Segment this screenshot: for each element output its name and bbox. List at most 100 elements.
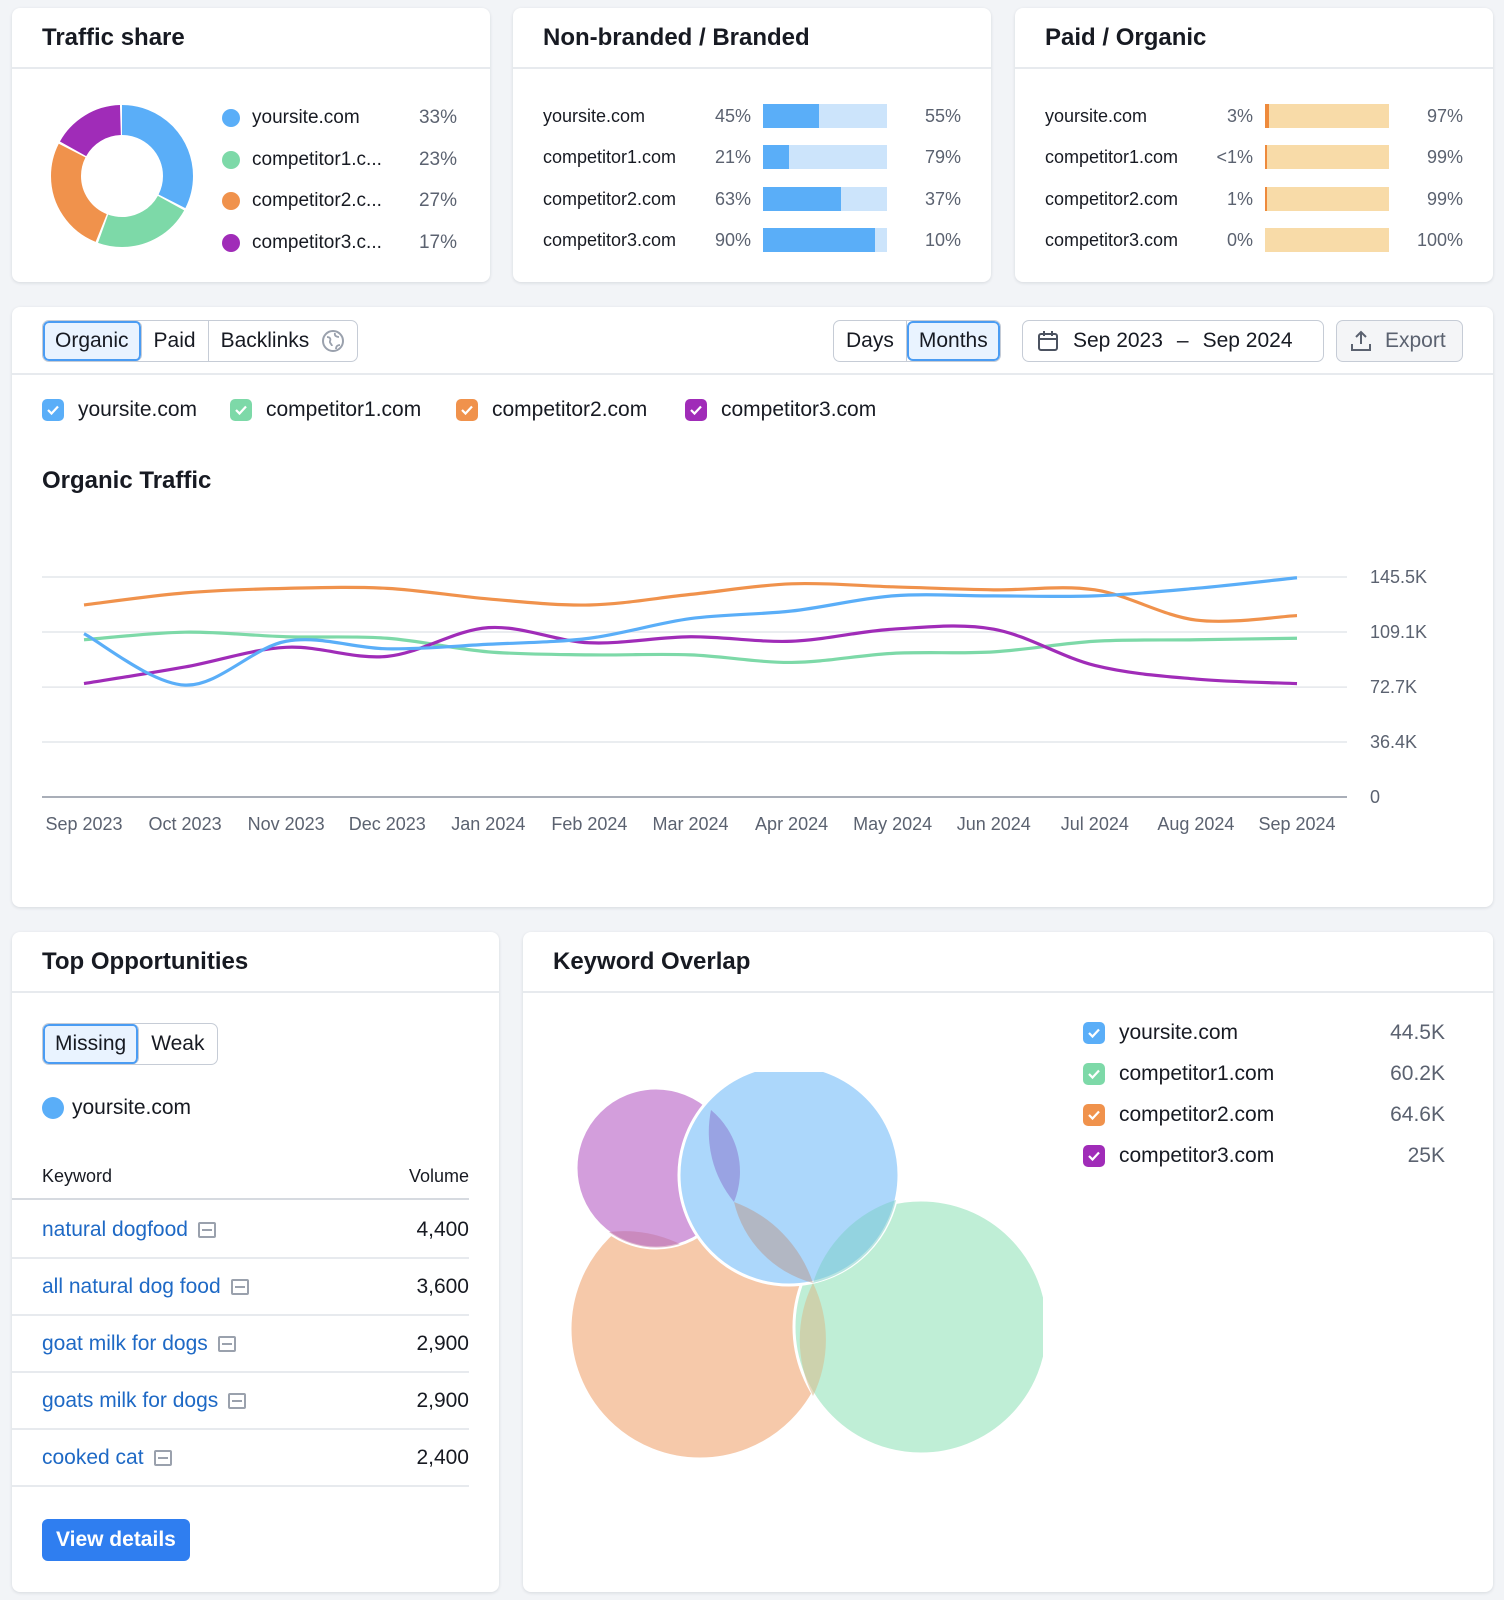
donut-slice-competitor1[interactable]: [51, 105, 193, 247]
branded-card: Non-branded / Branded yoursite.com 45% 5…: [513, 8, 991, 282]
branded-percent: 10%: [924, 229, 961, 250]
venn-overlap-competitor2-competitor1: [799, 1283, 826, 1396]
paid-organic-card: Paid / Organic yoursite.com 3% 97% compe…: [1015, 8, 1493, 282]
row-site: yoursite.com: [1045, 105, 1148, 126]
overlap-legend-item[interactable]: competitor1.com 60.2K: [1083, 1059, 1445, 1089]
paid-organic-title: Paid / Organic: [1015, 8, 1493, 69]
paid-bar-fill: [1265, 187, 1268, 211]
serp-features-icon[interactable]: [230, 1278, 249, 1295]
traffic-panel: Organic Paid Backlinks Days Months Sep 2…: [12, 307, 1493, 907]
overlap-legend-item[interactable]: competitor3.com 25K: [1083, 1141, 1445, 1171]
legend-dot: [222, 151, 240, 169]
nonbranded-percent: 21%: [714, 146, 751, 167]
overlap-count: 44.5K: [1390, 1021, 1445, 1044]
tab-paid[interactable]: Paid: [142, 321, 209, 361]
series-line-competitor2[interactable]: [83, 581, 1298, 623]
serp-features-icon[interactable]: [197, 1221, 216, 1238]
keyword-link[interactable]: goat milk for dogs: [42, 1331, 208, 1355]
traffic-share-legend-item[interactable]: competitor2.c... 27%: [222, 186, 457, 216]
legend-toggle-competitor2[interactable]: competitor2.com: [456, 398, 647, 422]
paid-organic-bar: [1265, 104, 1389, 128]
paid-bar-fill: [1265, 104, 1269, 128]
venn-diagram: [568, 1072, 1043, 1461]
organic-percent: 99%: [1426, 188, 1463, 209]
legend-toggle-yoursite[interactable]: yoursite.com: [42, 398, 197, 422]
row-site: competitor2.com: [1045, 188, 1179, 209]
traffic-share-legend-item[interactable]: competitor3.c... 17%: [222, 228, 457, 258]
overlap-legend-item[interactable]: competitor2.com 64.6K: [1083, 1100, 1445, 1130]
overlap-site: yoursite.com: [1119, 1021, 1239, 1044]
chart-title: Organic Traffic: [42, 467, 212, 494]
column-keyword: Keyword: [42, 1165, 113, 1186]
paid-organic-row: yoursite.com 3% 97%: [1045, 103, 1463, 129]
nonbranded-percent: 90%: [714, 229, 751, 250]
paid-percent: 0%: [1226, 229, 1253, 250]
period-months[interactable]: Months: [906, 321, 1000, 361]
view-details-button[interactable]: View details: [42, 1519, 190, 1561]
keyword-link[interactable]: all natural dog food: [42, 1274, 221, 1298]
export-button[interactable]: Export: [1336, 320, 1463, 362]
date-range-picker[interactable]: Sep 2023 – Sep 2024: [1022, 320, 1324, 362]
organic-percent: 100%: [1416, 229, 1463, 250]
serp-features-icon[interactable]: [228, 1392, 247, 1409]
keyword-volume: 3,600: [416, 1274, 469, 1298]
donut-slice-competitor2[interactable]: [51, 105, 193, 247]
calendar-icon: [1038, 331, 1058, 351]
traffic-share-title: Traffic share: [12, 8, 490, 69]
overlap-count: 64.6K: [1390, 1103, 1445, 1126]
branded-percent: 55%: [924, 105, 961, 126]
venn-overlap-competitor3-competitor2: [609, 1231, 680, 1248]
x-tick-label: Sep 2024: [1258, 814, 1335, 834]
paid-organic-bar: [1265, 228, 1389, 252]
keyword-volume: 2,400: [416, 1445, 469, 1469]
legend-site: competitor1.c...: [252, 149, 382, 170]
branded-row: competitor1.com 21% 79%: [543, 144, 961, 170]
branded-bar-fill: [763, 145, 790, 169]
table-row: goats milk for dogs 2,900: [12, 1373, 469, 1430]
table-row: cooked cat 2,400: [12, 1430, 469, 1487]
keyword-link[interactable]: cooked cat: [42, 1445, 144, 1469]
row-site: yoursite.com: [543, 105, 646, 126]
series-line-yoursite[interactable]: [83, 576, 1298, 687]
overlap-legend-item[interactable]: yoursite.com 44.5K: [1083, 1018, 1445, 1048]
keyword-volume: 2,900: [416, 1388, 469, 1412]
keyword-overlap-title: Keyword Overlap: [523, 932, 1493, 993]
row-site: competitor3.com: [543, 229, 677, 250]
organic-traffic-chart: 0 36.4K 72.7K 109.1K 145.5K Sep 2023 Oct 2023 N…: [42, 567, 1427, 834]
organic-percent: 99%: [1426, 146, 1463, 167]
top-opportunities-card: Top Opportunities Missing Weak yoursite.…: [12, 932, 499, 1592]
venn-overlap-yoursite-competitor2: [734, 1202, 813, 1283]
legend-dot: [222, 109, 240, 127]
checkbox-icon: [456, 399, 478, 421]
legend-toggle-competitor1[interactable]: competitor1.com: [230, 398, 421, 422]
traffic-share-legend-item[interactable]: competitor1.c... 23%: [222, 145, 457, 175]
paid-organic-bar: [1265, 187, 1389, 211]
series-line-competitor3[interactable]: [83, 624, 1298, 686]
legend-toggle-competitor3[interactable]: competitor3.com: [685, 398, 876, 422]
tab-weak[interactable]: Weak: [151, 1032, 205, 1055]
overlap-site: competitor1.com: [1119, 1062, 1275, 1085]
tab-missing[interactable]: Missing: [43, 1024, 140, 1064]
traffic-share-legend-item[interactable]: yoursite.com 33%: [222, 103, 457, 133]
keyword-link[interactable]: natural dogfood: [42, 1217, 188, 1241]
row-site: competitor1.com: [1045, 146, 1179, 167]
serp-features-icon[interactable]: [153, 1449, 172, 1466]
table-row: goat milk for dogs 2,900: [12, 1316, 469, 1373]
upload-icon: [1351, 330, 1371, 351]
period-days[interactable]: Days: [834, 321, 907, 361]
keyword-overlap-card: Keyword Overlap yoursite.com 44.5K compe…: [523, 932, 1493, 1592]
keyword-link[interactable]: goats milk for dogs: [42, 1388, 219, 1412]
donut-slice-yoursite[interactable]: [51, 105, 193, 247]
legend-label: yoursite.com: [78, 398, 198, 421]
tab-backlinks[interactable]: Backlinks: [209, 321, 358, 361]
paid-bar-fill: [1265, 145, 1268, 169]
row-site: competitor3.com: [1045, 229, 1179, 250]
legend-site: competitor2.c...: [252, 190, 382, 211]
x-tick-label: Mar 2024: [652, 814, 728, 834]
branded-bar: [763, 145, 887, 169]
serp-features-icon[interactable]: [217, 1335, 236, 1352]
tab-organic[interactable]: Organic: [43, 321, 142, 361]
tab-backlinks-label: Backlinks: [220, 329, 310, 352]
checkbox-icon: [1083, 1145, 1105, 1167]
series-line-competitor1[interactable]: [83, 630, 1298, 665]
